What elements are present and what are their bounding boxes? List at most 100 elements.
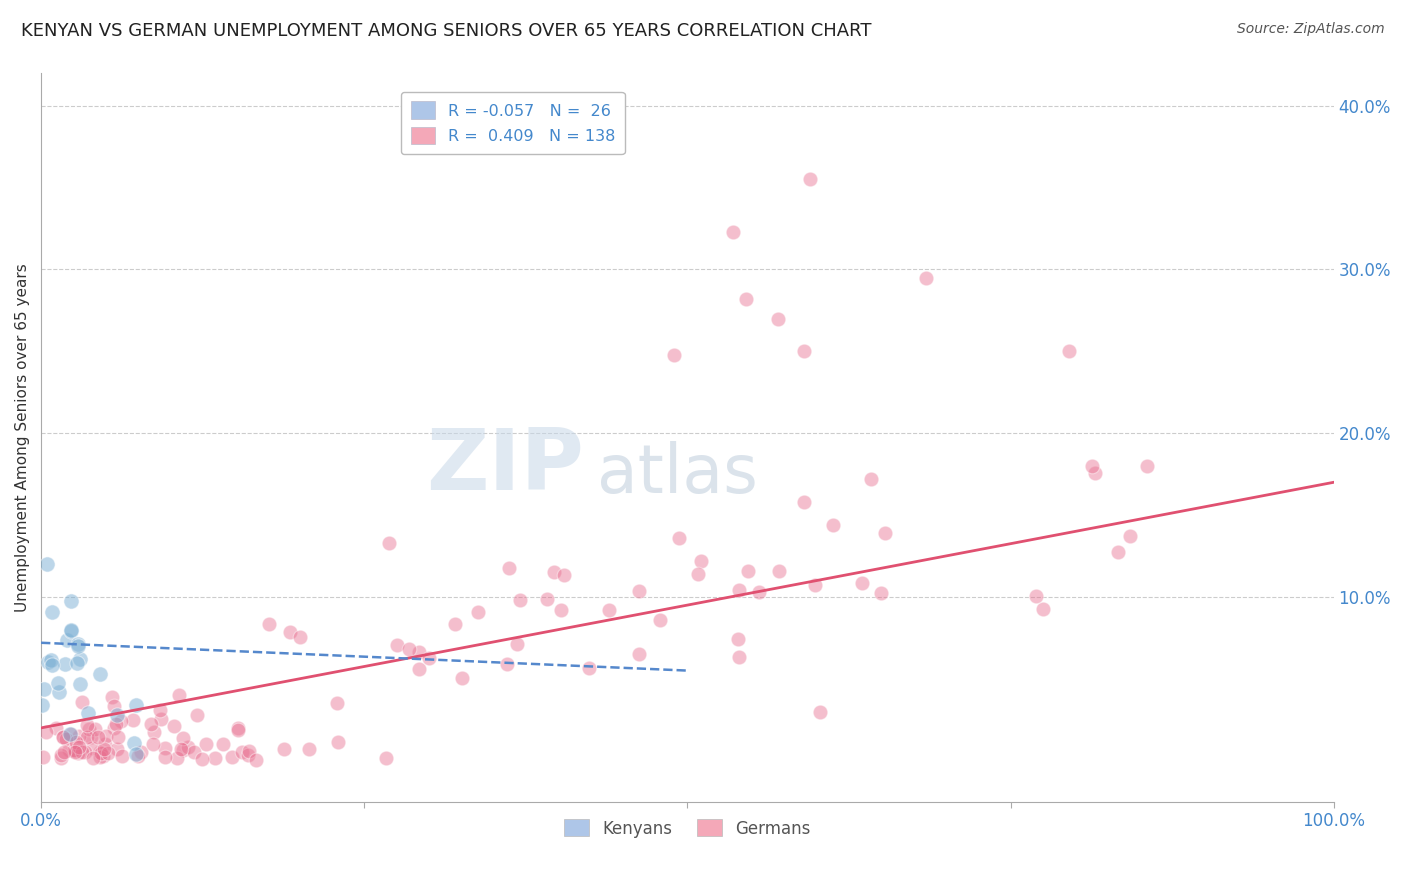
Point — [231, 745, 253, 759]
Y-axis label: Unemployment Among Seniors over 65 years: Unemployment Among Seniors over 65 years — [15, 263, 30, 612]
Point — [60, 623, 83, 637]
Point — [122, 713, 145, 727]
Point — [53, 657, 76, 671]
Point — [76, 730, 98, 744]
Point — [186, 708, 208, 723]
Point — [578, 661, 600, 675]
Point — [768, 564, 790, 578]
Point — [67, 740, 90, 755]
Point — [375, 751, 398, 765]
Point — [190, 752, 212, 766]
Point — [226, 723, 249, 737]
Point — [37, 655, 59, 669]
Point — [142, 737, 165, 751]
Point — [793, 494, 815, 508]
Point — [550, 603, 572, 617]
Point — [748, 584, 770, 599]
Point — [177, 739, 200, 754]
Point — [408, 662, 430, 676]
Point — [101, 690, 124, 704]
Point — [103, 722, 125, 736]
Point — [664, 348, 686, 362]
Point — [418, 651, 440, 665]
Point — [506, 637, 529, 651]
Point — [49, 748, 72, 763]
Point — [734, 292, 756, 306]
Point — [63, 743, 86, 757]
Point — [153, 741, 176, 756]
Point — [52, 730, 75, 744]
Point — [129, 745, 152, 759]
Point — [172, 743, 194, 757]
Point — [58, 742, 80, 756]
Point — [91, 749, 114, 764]
Point — [668, 531, 690, 545]
Point — [52, 745, 75, 759]
Point — [851, 575, 873, 590]
Point — [34, 681, 56, 696]
Point — [66, 746, 89, 760]
Point — [226, 721, 249, 735]
Point — [107, 730, 129, 744]
Point — [204, 751, 226, 765]
Point — [467, 605, 489, 619]
Point — [94, 729, 117, 743]
Point — [67, 730, 90, 744]
Point — [80, 740, 103, 755]
Point — [727, 649, 749, 664]
Point — [93, 737, 115, 751]
Point — [378, 536, 401, 550]
Point — [648, 613, 671, 627]
Point — [55, 732, 77, 747]
Point — [67, 640, 90, 654]
Point — [139, 717, 162, 731]
Point — [122, 736, 145, 750]
Text: atlas: atlas — [598, 441, 758, 507]
Point — [169, 741, 191, 756]
Point — [150, 712, 173, 726]
Point — [498, 561, 520, 575]
Point — [598, 603, 620, 617]
Point — [238, 747, 260, 762]
Point — [46, 675, 69, 690]
Point — [245, 753, 267, 767]
Point — [821, 518, 844, 533]
Point — [111, 748, 134, 763]
Point — [408, 645, 430, 659]
Text: ZIP: ZIP — [426, 425, 583, 508]
Point — [41, 606, 63, 620]
Point — [1025, 590, 1047, 604]
Point — [536, 592, 558, 607]
Point — [221, 750, 243, 764]
Point — [509, 593, 531, 607]
Point — [167, 688, 190, 702]
Point — [1032, 601, 1054, 615]
Point — [59, 726, 82, 740]
Point — [103, 698, 125, 713]
Point — [627, 583, 650, 598]
Point — [737, 564, 759, 578]
Point — [443, 617, 465, 632]
Point — [543, 565, 565, 579]
Point — [70, 745, 93, 759]
Point — [63, 744, 86, 758]
Point — [870, 586, 893, 600]
Point — [56, 633, 79, 648]
Point — [686, 566, 709, 581]
Point — [80, 730, 103, 744]
Point — [60, 624, 83, 638]
Point — [273, 742, 295, 756]
Point — [34, 725, 56, 739]
Point — [89, 745, 111, 759]
Point — [326, 696, 349, 710]
Point — [803, 577, 825, 591]
Point — [163, 718, 186, 732]
Point — [35, 557, 58, 571]
Point — [1057, 344, 1080, 359]
Point — [278, 625, 301, 640]
Point — [387, 638, 409, 652]
Point — [60, 727, 83, 741]
Point — [69, 652, 91, 666]
Point — [77, 706, 100, 720]
Point — [45, 721, 67, 735]
